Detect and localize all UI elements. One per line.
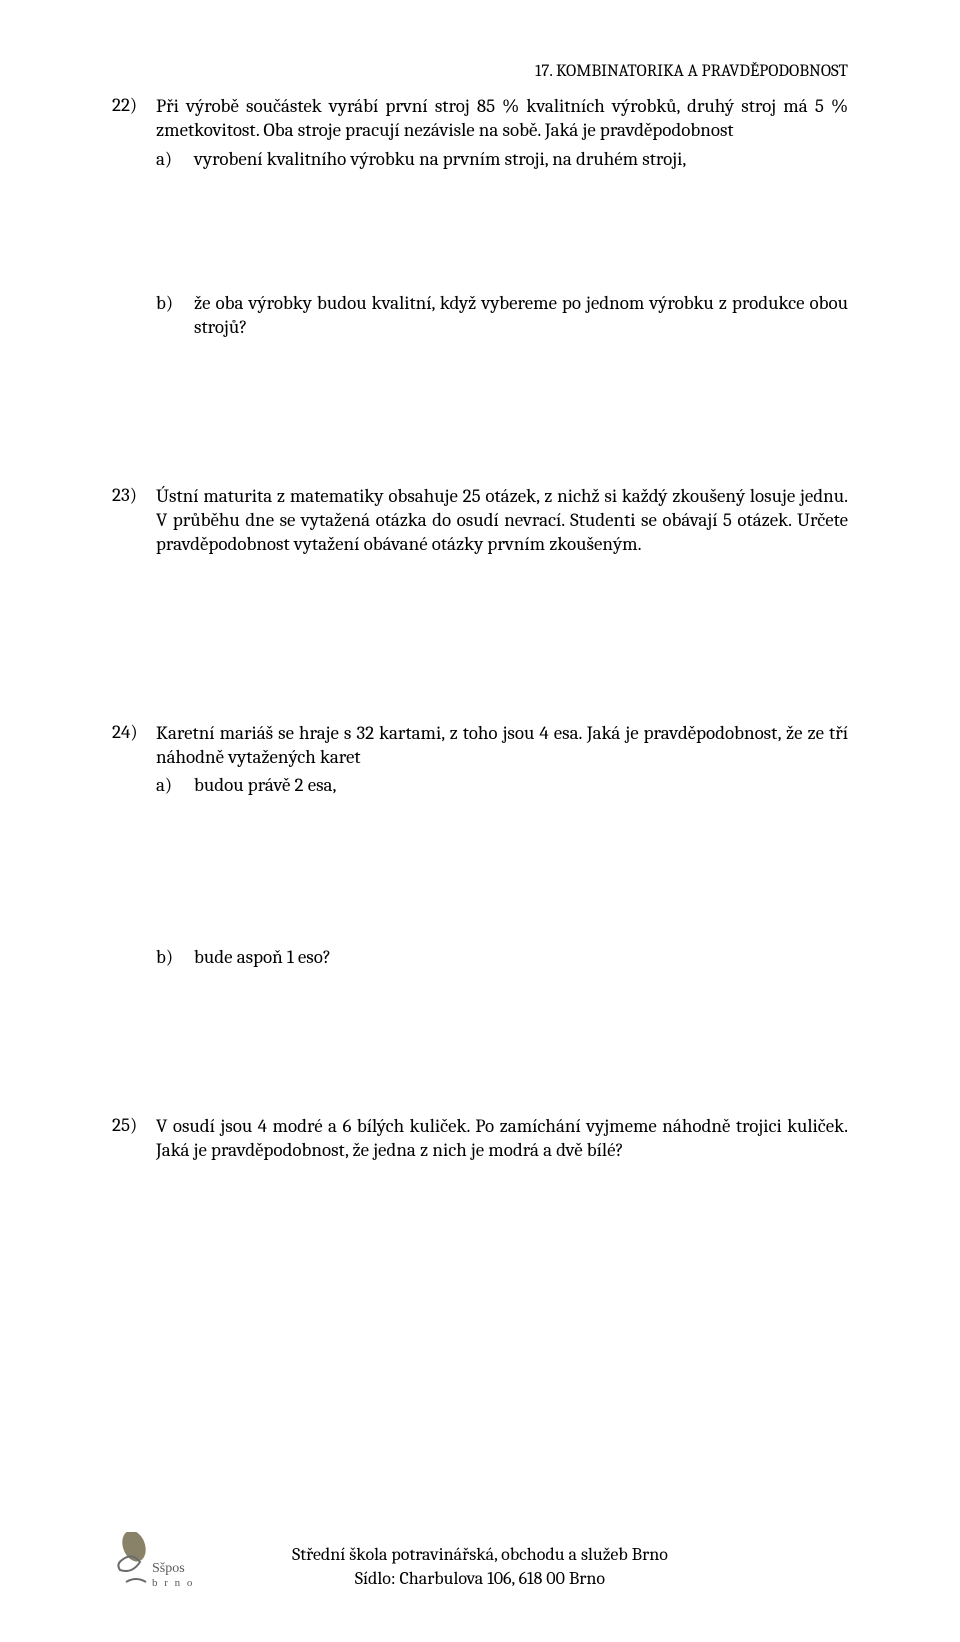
subitem-letter: b)	[156, 291, 194, 340]
problem-24: 24) Karetní mariáš se hraje s 32 kartami…	[112, 721, 848, 798]
page-footer: Střední škola potravinářská, obchodu a s…	[0, 1543, 960, 1590]
problem-number-empty	[112, 287, 156, 340]
subitem-letter: a)	[156, 773, 194, 797]
footer-line-2: Sídlo: Charbulova 106, 618 00 Brno	[292, 1567, 668, 1590]
subitem-text: bude aspoň 1 eso?	[194, 945, 848, 969]
footer-text-block: Střední škola potravinářská, obchodu a s…	[292, 1543, 668, 1590]
problem-23: 23) Ústní maturita z matematiky obsahuje…	[112, 484, 848, 557]
subitem-letter: b)	[156, 945, 194, 969]
footer-line-1: Střední škola potravinářská, obchodu a s…	[292, 1543, 668, 1566]
problem-22: 22) Při výrobě součástek vyrábí první st…	[112, 94, 848, 171]
problem-text-container: b) bude aspoň 1 eso?	[156, 941, 848, 969]
problem-text: Při výrobě součástek vyrábí první stroj …	[156, 94, 848, 171]
problem-text: Karetní mariáš se hraje s 32 kartami, z …	[156, 721, 848, 798]
problem-24b: b) bude aspoň 1 eso?	[112, 941, 848, 969]
subitem-text: budou právě 2 esa,	[194, 773, 848, 797]
problem-body: Karetní mariáš se hraje s 32 kartami, z …	[156, 722, 848, 768]
subitem-a: a) vyrobení kvalitního výrobku na prvním…	[156, 147, 848, 171]
problem-body: Při výrobě součástek vyrábí první stroj …	[156, 95, 848, 141]
problem-text: V osudí jsou 4 modré a 6 bílých kuliček.…	[156, 1114, 848, 1163]
subitem-a: a) budou právě 2 esa,	[156, 773, 848, 797]
content-area: 22) Při výrobě součástek vyrábí první st…	[112, 94, 848, 1186]
problem-number: 23)	[112, 484, 156, 557]
problem-number-empty	[112, 941, 156, 969]
spacer	[112, 581, 848, 721]
subitem-b: b) bude aspoň 1 eso?	[156, 945, 848, 969]
problem-25: 25) V osudí jsou 4 modré a 6 bílých kuli…	[112, 1114, 848, 1163]
problem-number: 24)	[112, 721, 156, 798]
problem-number: 25)	[112, 1114, 156, 1163]
subitem-b: b) že oba výrobky budou kvalitní, když v…	[156, 291, 848, 340]
problem-text-container: b) že oba výrobky budou kvalitní, když v…	[156, 287, 848, 340]
spacer	[112, 364, 848, 484]
subitem-text: vyrobení kvalitního výrobku na prvním st…	[194, 147, 848, 171]
spacer	[112, 821, 848, 941]
spacer	[112, 195, 848, 287]
spacer	[112, 994, 848, 1114]
subitem-letter: a)	[156, 147, 194, 171]
subitem-text: že oba výrobky budou kvalitní, když vybe…	[194, 291, 848, 340]
problem-text: Ústní maturita z matematiky obsahuje 25 …	[156, 484, 848, 557]
problem-number: 22)	[112, 94, 156, 171]
page-header: 17. KOMBINATORIKA A PRAVDĚPODOBNOST	[535, 62, 848, 81]
problem-22b: b) že oba výrobky budou kvalitní, když v…	[112, 287, 848, 340]
